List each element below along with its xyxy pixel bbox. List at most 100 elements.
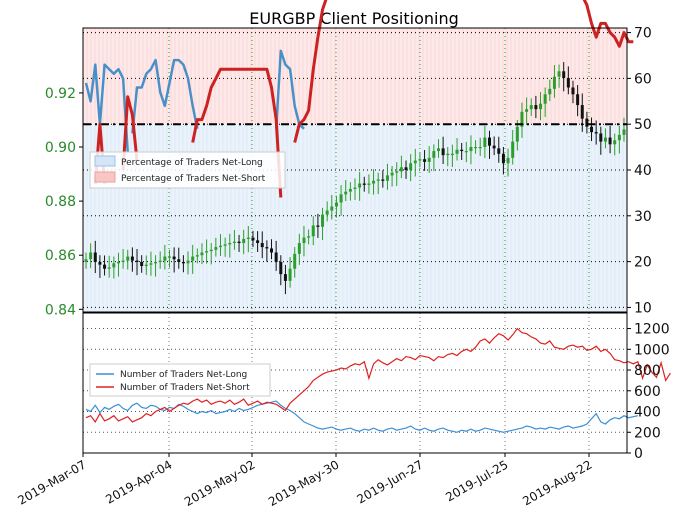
- candle-body: [154, 261, 158, 264]
- y-bottom-tick-label: 400: [634, 405, 661, 421]
- candle-body: [441, 148, 445, 156]
- candle-body: [205, 251, 209, 253]
- y-bottom-tick-label: 800: [634, 363, 661, 379]
- candle-body: [488, 137, 491, 146]
- y-left-tick-label: 0.90: [45, 140, 76, 156]
- candle-body: [209, 249, 213, 252]
- candle-body: [214, 247, 218, 250]
- candle-body: [311, 225, 315, 237]
- candle-body: [89, 252, 93, 260]
- candle-body: [232, 241, 236, 244]
- legend-label-net-long-count: Number of Traders Net-Long: [120, 370, 247, 380]
- candle-body: [613, 140, 617, 145]
- candle-body: [130, 256, 134, 261]
- candle-body: [543, 94, 547, 104]
- candle-body: [353, 187, 357, 189]
- candle-body: [228, 243, 232, 245]
- candle-body: [395, 171, 399, 173]
- candle-body: [385, 175, 389, 181]
- candle-body: [432, 151, 436, 158]
- candle-body: [566, 78, 570, 88]
- candle-body: [492, 145, 496, 149]
- candle-body: [515, 126, 519, 142]
- candle-body: [163, 256, 167, 261]
- candle-body: [321, 214, 325, 227]
- y-bottom-tick-label: 200: [634, 425, 661, 441]
- top-legend-box: [89, 151, 286, 189]
- y-left-tick-label: 0.86: [45, 248, 76, 264]
- candle-body: [464, 151, 468, 153]
- candle-body: [279, 261, 283, 275]
- candle-body: [256, 240, 260, 244]
- candle-body: [617, 134, 621, 141]
- candle-body: [93, 252, 97, 262]
- candle-body: [98, 261, 102, 265]
- candle-body: [84, 259, 88, 262]
- candle-body: [172, 256, 176, 260]
- candle-body: [529, 105, 533, 110]
- candle-body: [562, 71, 566, 79]
- candle-body: [167, 256, 171, 258]
- candle-body: [594, 132, 598, 134]
- candle-body: [362, 183, 366, 185]
- candle-body: [520, 111, 524, 127]
- y-right-tick-label: 40: [634, 163, 652, 179]
- candle-body: [181, 261, 185, 264]
- candle-body: [511, 141, 515, 158]
- candle-body: [348, 188, 352, 192]
- candle-body: [200, 252, 204, 256]
- y-bottom-tick-label: 1200: [634, 322, 670, 338]
- y-left-tick-label: 0.84: [45, 302, 76, 318]
- candle-body: [534, 105, 538, 110]
- candle-body: [571, 87, 575, 95]
- candle-body: [307, 236, 311, 238]
- candle-body: [381, 179, 385, 181]
- candle-body: [478, 147, 482, 149]
- x-tick-label: 2019-May-30: [266, 457, 341, 509]
- candle-body: [483, 137, 487, 148]
- net-long-line: [131, 58, 199, 134]
- candle-body: [590, 126, 594, 133]
- y-left-tick-label: 0.88: [45, 194, 76, 210]
- legend-label-net-short-pct: Percentage of Traders Net-Short: [121, 174, 266, 184]
- candle-body: [334, 202, 338, 207]
- legends: Percentage of Traders Net-Long Percentage…: [89, 151, 286, 397]
- candle-body: [297, 243, 301, 254]
- candle-body: [177, 259, 181, 262]
- candle-body: [116, 261, 120, 264]
- top-panel-lines: [83, 0, 634, 198]
- candle-body: [418, 159, 422, 161]
- legend-label-net-short-count: Number of Traders Net-Short: [120, 383, 250, 393]
- candle-body: [358, 183, 362, 188]
- bottom-panel-frame: [82, 312, 628, 454]
- candle-body: [469, 147, 473, 152]
- candle-body: [237, 241, 241, 244]
- chart-title: EURGBP Client Positioning: [249, 9, 459, 28]
- candle-body: [107, 267, 111, 269]
- candle-body: [344, 191, 348, 195]
- candle-body: [316, 225, 320, 227]
- candle-body: [191, 256, 195, 261]
- candle-body: [548, 88, 552, 95]
- y-right-tick-label: 30: [634, 209, 652, 225]
- price-candles: [84, 62, 626, 295]
- traders-net-short-line: [85, 327, 671, 423]
- y-right-tick-label: 10: [634, 300, 652, 316]
- candle-body: [219, 245, 222, 248]
- candle-body: [501, 153, 505, 164]
- candle-body: [367, 183, 371, 185]
- candle-body: [576, 94, 580, 106]
- bottom-legend-box: [89, 363, 271, 397]
- candle-body: [339, 194, 343, 203]
- candle-body: [223, 244, 227, 246]
- candle-body: [585, 118, 589, 127]
- candle-body: [372, 180, 376, 184]
- candle-body: [144, 264, 148, 267]
- net-short-line: [191, 67, 283, 198]
- y-right-tick-label: 50: [634, 117, 652, 133]
- candle-body: [474, 147, 478, 149]
- y-right-tick-label: 20: [634, 255, 652, 271]
- bottom-panel-lines: [85, 327, 671, 433]
- y-bottom-tick-label: 0: [634, 446, 643, 462]
